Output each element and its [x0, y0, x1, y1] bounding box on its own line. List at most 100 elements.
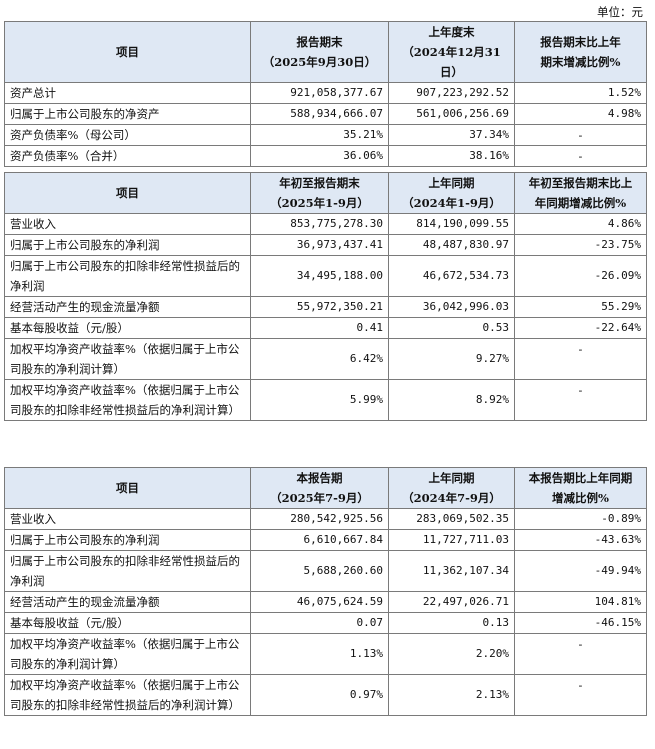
balance-sheet-table: 项目 报告期末 （2025年9月30日） 上年度末 （2024年12月31日） 报告… [4, 21, 647, 167]
row-label: 资产负债率%（母公司） [4, 124, 251, 146]
cell-change: 104.81% [514, 591, 647, 613]
cell-value: 46,672,534.73 [388, 255, 515, 297]
header-change: 本报告期比上年同期 增减比例% [514, 467, 647, 509]
table-row: 基本每股收益（元/股） 0.41 0.53 -22.64% [4, 317, 647, 339]
cell-value: 8.92% [388, 379, 515, 421]
cell-value: 6.42% [250, 338, 389, 380]
ytd-income-table: 项目 年初至报告期末 （2025年1-9月） 上年同期 （2024年1-9月） 年初… [4, 172, 647, 421]
cell-value: 2.13% [388, 674, 515, 716]
cell-change: -49.94% [514, 550, 647, 592]
cell-value: 0.97% [250, 674, 389, 716]
cell-change: - [514, 633, 647, 675]
cell-value: 36.06% [250, 145, 389, 167]
cell-value: 280,542,925.56 [250, 508, 389, 530]
cell-value: 283,069,502.35 [388, 508, 515, 530]
cell-value: 48,487,830.97 [388, 234, 515, 256]
cell-change: 4.86% [514, 213, 647, 235]
row-label: 归属于上市公司股东的扣除非经常性损益后的净利润 [4, 255, 251, 297]
cell-value: 588,934,666.07 [250, 103, 389, 125]
cell-value: 907,223,292.52 [388, 82, 515, 104]
table-row: 基本每股收益（元/股） 0.07 0.13 -46.15% [4, 612, 647, 634]
cell-value: 561,006,256.69 [388, 103, 515, 125]
quarter-income-table: 项目 本报告期 （2025年7-9月） 上年同期 （2024年7-9月） 本报告期比… [4, 467, 647, 716]
header-item: 项目 [4, 172, 251, 214]
cell-value: 1.13% [250, 633, 389, 675]
cell-change: -46.15% [514, 612, 647, 634]
row-label: 基本每股收益（元/股） [4, 317, 251, 339]
row-label: 归属于上市公司股东的扣除非经常性损益后的净利润 [4, 550, 251, 592]
cell-value: 814,190,099.55 [388, 213, 515, 235]
header-item: 项目 [4, 467, 251, 509]
row-label: 归属于上市公司股东的净资产 [4, 103, 251, 125]
table-row: 加权平均净资产收益率%（依据归属于上市公司股东的扣除非经常性损益后的净利润计算）… [4, 674, 647, 716]
table-row: 经营活动产生的现金流量净额 55,972,350.21 36,042,996.0… [4, 296, 647, 318]
row-label: 加权平均净资产收益率%（依据归属于上市公司股东的净利润计算） [4, 633, 251, 675]
cell-value: 37.34% [388, 124, 515, 146]
cell-value: 0.07 [250, 612, 389, 634]
table-row: 加权平均净资产收益率%（依据归属于上市公司股东的净利润计算） 1.13% 2.2… [4, 633, 647, 675]
cell-change: -26.09% [514, 255, 647, 297]
cell-value: 11,727,711.03 [388, 529, 515, 551]
header-current-quarter: 本报告期 （2025年7-9月） [250, 467, 389, 509]
cell-change: 55.29% [514, 296, 647, 318]
row-label: 营业收入 [4, 213, 251, 235]
row-label: 经营活动产生的现金流量净额 [4, 296, 251, 318]
table-row: 归属于上市公司股东的扣除非经常性损益后的净利润 34,495,188.00 46… [4, 255, 647, 297]
row-label: 加权平均净资产收益率%（依据归属于上市公司股东的净利润计算） [4, 338, 251, 380]
table-row: 资产负债率%（母公司） 35.21% 37.34% - [4, 124, 647, 146]
table-row: 加权平均净资产收益率%（依据归属于上市公司股东的扣除非经常性损益后的净利润计算）… [4, 379, 647, 421]
table-row: 经营活动产生的现金流量净额 46,075,624.59 22,497,026.7… [4, 591, 647, 613]
row-label: 加权平均净资产收益率%（依据归属于上市公司股东的扣除非经常性损益后的净利润计算） [4, 379, 251, 421]
cell-change: - [514, 379, 647, 421]
table-row: 营业收入 853,775,278.30 814,190,099.55 4.86% [4, 213, 647, 235]
header-ytd: 年初至报告期末 （2025年1-9月） [250, 172, 389, 214]
table-row: 资产负债率%（合并） 36.06% 38.16% - [4, 145, 647, 167]
cell-value: 9.27% [388, 338, 515, 380]
table-row: 加权平均净资产收益率%（依据归属于上市公司股东的净利润计算） 6.42% 9.2… [4, 338, 647, 380]
table-row: 资产总计 921,058,377.67 907,223,292.52 1.52% [4, 82, 647, 104]
cell-value: 34,495,188.00 [250, 255, 389, 297]
cell-value: 0.41 [250, 317, 389, 339]
table-header-row: 项目 年初至报告期末 （2025年1-9月） 上年同期 （2024年1-9月） 年初… [4, 172, 647, 214]
cell-value: 5.99% [250, 379, 389, 421]
cell-value: 36,973,437.41 [250, 234, 389, 256]
cell-change: - [514, 145, 647, 167]
cell-value: 5,688,260.60 [250, 550, 389, 592]
header-prior-period: 上年同期 （2024年7-9月） [388, 467, 515, 509]
cell-change: -43.63% [514, 529, 647, 551]
row-label: 归属于上市公司股东的净利润 [4, 529, 251, 551]
row-label: 资产负债率%（合并） [4, 145, 251, 167]
row-label: 基本每股收益（元/股） [4, 612, 251, 634]
cell-value: 2.20% [388, 633, 515, 675]
header-period-end: 报告期末 （2025年9月30日） [250, 21, 389, 83]
cell-change: 4.98% [514, 103, 647, 125]
cell-change: - [514, 124, 647, 146]
cell-value: 46,075,624.59 [250, 591, 389, 613]
header-prior-year-end: 上年度末 （2024年12月31日） [388, 21, 515, 83]
table-row: 归属于上市公司股东的净资产 588,934,666.07 561,006,256… [4, 103, 647, 125]
cell-value: 853,775,278.30 [250, 213, 389, 235]
row-label: 加权平均净资产收益率%（依据归属于上市公司股东的扣除非经常性损益后的净利润计算） [4, 674, 251, 716]
table-row: 营业收入 280,542,925.56 283,069,502.35 -0.89… [4, 508, 647, 530]
table-header-row: 项目 报告期末 （2025年9月30日） 上年度末 （2024年12月31日） 报告… [4, 21, 647, 83]
header-prior-period: 上年同期 （2024年1-9月） [388, 172, 515, 214]
header-item: 项目 [4, 21, 251, 83]
row-label: 营业收入 [4, 508, 251, 530]
cell-value: 0.53 [388, 317, 515, 339]
cell-change: 1.52% [514, 82, 647, 104]
table-header-row: 项目 本报告期 （2025年7-9月） 上年同期 （2024年7-9月） 本报告期比… [4, 467, 647, 509]
row-label: 归属于上市公司股东的净利润 [4, 234, 251, 256]
cell-change: - [514, 338, 647, 380]
table-row: 归属于上市公司股东的扣除非经常性损益后的净利润 5,688,260.60 11,… [4, 550, 647, 592]
cell-change: - [514, 674, 647, 716]
unit-label: 单位：元 [597, 5, 643, 19]
cell-value: 0.13 [388, 612, 515, 634]
cell-value: 38.16% [388, 145, 515, 167]
header-change: 报告期末比上年 期末增减比例% [514, 21, 647, 83]
cell-value: 36,042,996.03 [388, 296, 515, 318]
cell-change: -22.64% [514, 317, 647, 339]
cell-value: 6,610,667.84 [250, 529, 389, 551]
cell-value: 921,058,377.67 [250, 82, 389, 104]
cell-value: 11,362,107.34 [388, 550, 515, 592]
row-label: 资产总计 [4, 82, 251, 104]
